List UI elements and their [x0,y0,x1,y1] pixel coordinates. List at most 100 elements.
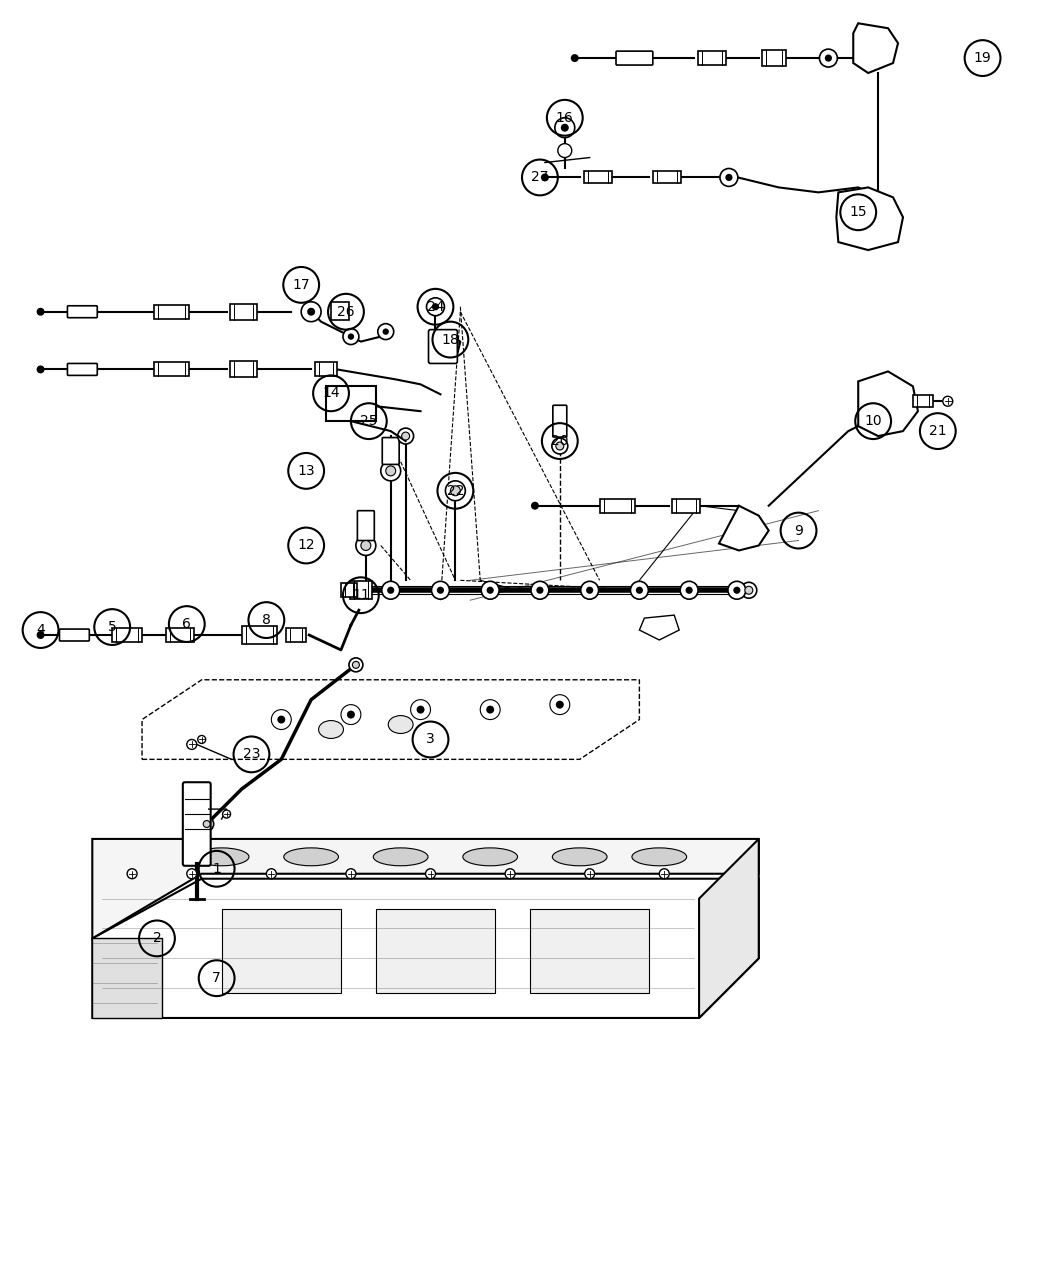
Polygon shape [854,23,898,73]
Text: 25: 25 [360,414,378,428]
FancyBboxPatch shape [428,330,458,363]
Circle shape [445,481,465,501]
Circle shape [381,462,401,481]
Circle shape [187,868,196,878]
Circle shape [343,329,359,344]
Text: 22: 22 [446,483,464,497]
Circle shape [541,173,549,181]
Bar [653,171,681,184]
Text: 9: 9 [794,524,803,538]
Circle shape [353,662,359,668]
Bar [315,362,337,376]
Circle shape [37,366,44,374]
Circle shape [345,868,356,878]
FancyBboxPatch shape [382,437,399,464]
Circle shape [387,586,395,594]
Bar [242,626,277,644]
Ellipse shape [463,848,518,866]
Bar [154,305,189,319]
Circle shape [586,586,593,594]
Circle shape [505,868,516,878]
Ellipse shape [632,848,687,866]
Circle shape [555,442,564,450]
Text: 6: 6 [183,617,191,631]
FancyBboxPatch shape [67,363,98,375]
Circle shape [558,144,572,158]
Circle shape [378,324,394,339]
Circle shape [349,658,363,672]
Circle shape [561,124,569,131]
Circle shape [426,298,444,316]
Ellipse shape [284,848,338,866]
Text: 4: 4 [36,623,45,638]
Circle shape [425,868,436,878]
Bar [154,362,189,376]
Circle shape [531,502,539,510]
Text: 15: 15 [849,205,867,219]
Circle shape [571,54,579,62]
Circle shape [555,701,564,709]
Circle shape [437,586,444,594]
Polygon shape [639,615,679,640]
Ellipse shape [318,720,343,738]
Ellipse shape [388,715,413,733]
Circle shape [223,810,231,819]
Bar [912,395,932,407]
Circle shape [486,705,495,714]
Circle shape [680,581,698,599]
Circle shape [720,168,738,186]
Text: 8: 8 [261,613,271,627]
Circle shape [348,334,354,339]
Circle shape [733,586,740,594]
Bar [166,629,194,643]
Circle shape [741,583,757,598]
Circle shape [187,740,196,750]
FancyBboxPatch shape [183,783,211,866]
Bar [287,629,307,643]
Text: 16: 16 [555,111,573,125]
Circle shape [450,486,460,496]
Bar [230,303,257,320]
Circle shape [726,173,733,181]
Polygon shape [327,386,376,421]
Text: 13: 13 [297,464,315,478]
Circle shape [200,817,213,831]
Polygon shape [92,938,162,1017]
Circle shape [37,631,44,639]
Bar [331,302,349,320]
Circle shape [744,586,753,594]
Ellipse shape [374,848,428,866]
Polygon shape [699,839,759,1017]
Text: 19: 19 [973,51,991,65]
Bar [698,51,726,65]
Bar [584,171,611,184]
Text: 11: 11 [352,588,370,602]
FancyBboxPatch shape [553,405,567,437]
Text: 3: 3 [426,732,435,746]
Circle shape [382,329,388,335]
Circle shape [308,307,315,316]
Circle shape [819,50,837,68]
Text: 10: 10 [864,414,882,428]
Bar [350,581,372,599]
Circle shape [402,432,410,440]
Circle shape [686,586,693,594]
Text: 26: 26 [337,305,355,319]
Circle shape [37,307,44,316]
Circle shape [277,715,286,723]
Text: 20: 20 [551,434,568,448]
Circle shape [486,586,494,594]
Text: 14: 14 [322,386,340,400]
Polygon shape [719,506,769,551]
Text: 1: 1 [212,862,222,876]
Text: 27: 27 [531,171,549,185]
Bar [112,629,142,643]
Circle shape [552,439,568,454]
Circle shape [581,581,598,599]
Text: 23: 23 [243,747,260,761]
Circle shape [432,303,439,310]
Text: 12: 12 [297,538,315,552]
Bar [672,499,700,513]
Polygon shape [142,680,639,760]
Circle shape [728,581,746,599]
